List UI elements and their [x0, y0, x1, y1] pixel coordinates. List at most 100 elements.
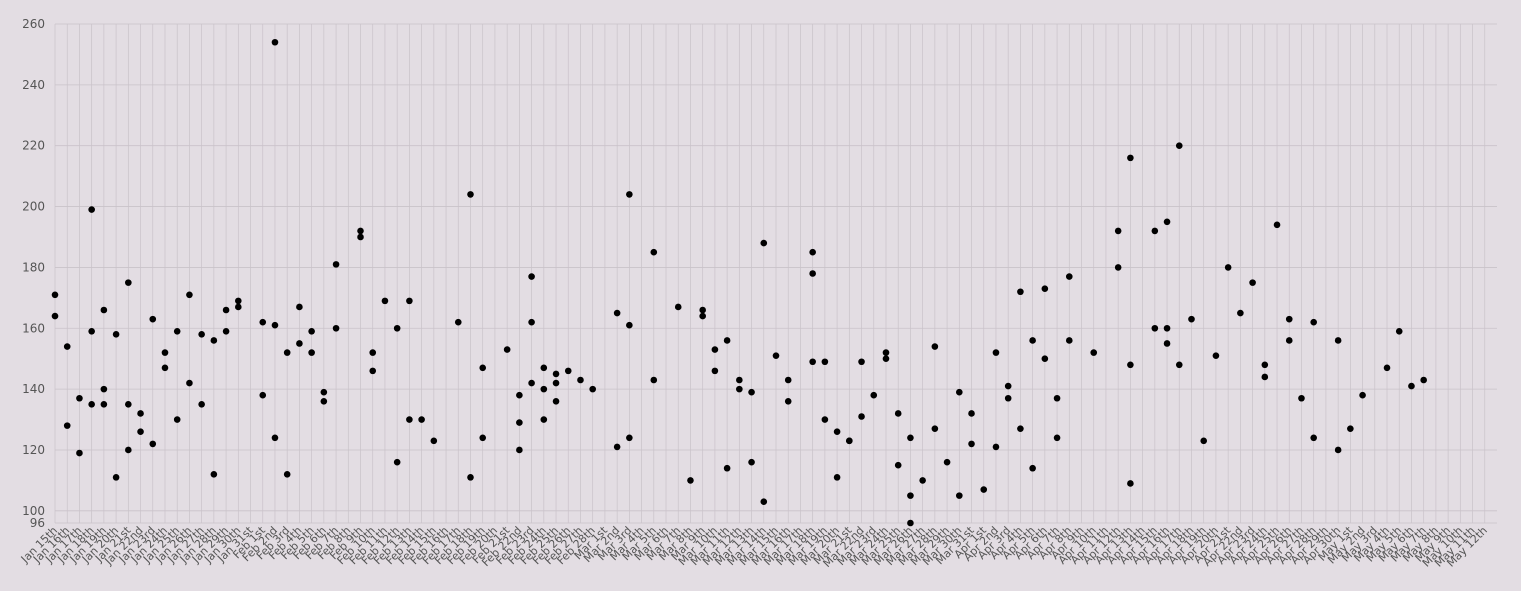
data-point — [1298, 394, 1305, 402]
data-point — [784, 376, 792, 384]
data-point — [736, 385, 743, 393]
data-point — [296, 303, 303, 311]
data-point — [1285, 315, 1293, 323]
data-point — [687, 477, 694, 484]
data-point — [1347, 425, 1354, 432]
data-point — [723, 337, 731, 344]
data-point — [626, 321, 633, 329]
data-point — [907, 434, 914, 442]
data-point — [552, 379, 560, 387]
data-point — [1334, 446, 1342, 454]
data-point — [699, 312, 706, 320]
data-point — [137, 428, 144, 436]
data-point — [125, 279, 132, 286]
data-point — [1383, 364, 1391, 372]
data-point — [723, 464, 731, 472]
data-point — [369, 367, 377, 375]
data-point — [882, 349, 890, 356]
data-point — [833, 474, 841, 481]
data-point — [552, 397, 560, 405]
data-point — [1420, 376, 1427, 384]
y-tick-label: 140 — [22, 382, 45, 396]
data-point — [173, 328, 181, 335]
data-point — [736, 376, 743, 384]
data-point — [748, 388, 755, 396]
data-point — [88, 401, 95, 408]
data-point — [1017, 425, 1024, 432]
data-point — [320, 397, 328, 405]
data-point — [210, 337, 218, 344]
data-point — [161, 364, 169, 372]
data-point — [907, 492, 914, 499]
data-point — [1004, 382, 1012, 390]
data-point — [1395, 328, 1403, 335]
data-point — [992, 443, 1000, 451]
data-point — [112, 474, 120, 481]
data-point — [784, 397, 792, 405]
data-point — [650, 248, 658, 256]
data-point — [125, 401, 132, 408]
data-point — [210, 471, 218, 478]
data-point — [271, 321, 279, 329]
data-point — [760, 239, 768, 247]
data-point — [467, 474, 474, 481]
data-point — [992, 349, 1000, 356]
data-point — [907, 519, 914, 527]
data-point — [479, 434, 487, 442]
data-point — [332, 261, 340, 268]
data-point — [931, 425, 939, 432]
data-point — [650, 376, 658, 384]
data-point — [1053, 434, 1061, 442]
data-point — [381, 297, 389, 305]
data-point — [540, 385, 548, 393]
data-point — [1334, 337, 1342, 344]
data-point — [393, 458, 401, 466]
data-point — [528, 273, 535, 280]
data-point — [699, 306, 706, 314]
data-point — [198, 401, 205, 408]
data-point — [308, 328, 315, 335]
data-point — [516, 419, 523, 426]
data-point — [1114, 264, 1122, 271]
y-tick-label: 260 — [22, 17, 45, 31]
data-point — [772, 352, 780, 359]
data-point — [833, 428, 841, 436]
data-point — [198, 331, 205, 338]
data-point — [552, 370, 560, 378]
data-point — [357, 227, 364, 235]
data-point — [894, 410, 902, 417]
data-point — [821, 416, 829, 423]
data-point — [956, 492, 963, 499]
data-point — [894, 461, 902, 469]
data-point — [1212, 352, 1220, 359]
data-point — [161, 349, 169, 356]
data-point — [88, 206, 95, 213]
data-point — [173, 416, 181, 423]
data-point — [296, 340, 303, 347]
data-point — [858, 413, 865, 420]
data-point — [137, 410, 144, 417]
data-point — [1090, 349, 1098, 356]
data-point — [503, 346, 511, 353]
data-point — [626, 191, 633, 198]
y-tick-label: 96 — [30, 516, 45, 530]
data-point — [222, 306, 230, 314]
data-point — [1127, 154, 1134, 162]
data-point — [711, 346, 719, 353]
data-point — [1408, 382, 1415, 390]
data-point — [76, 449, 83, 457]
data-point — [528, 379, 535, 387]
data-point — [259, 391, 267, 399]
data-point — [369, 349, 377, 356]
data-point — [858, 358, 865, 366]
data-point — [271, 434, 279, 442]
data-point — [1200, 437, 1208, 445]
data-points — [51, 38, 1427, 527]
data-point — [418, 416, 425, 423]
data-point — [235, 297, 242, 305]
data-point — [186, 291, 193, 299]
data-point — [51, 291, 59, 299]
